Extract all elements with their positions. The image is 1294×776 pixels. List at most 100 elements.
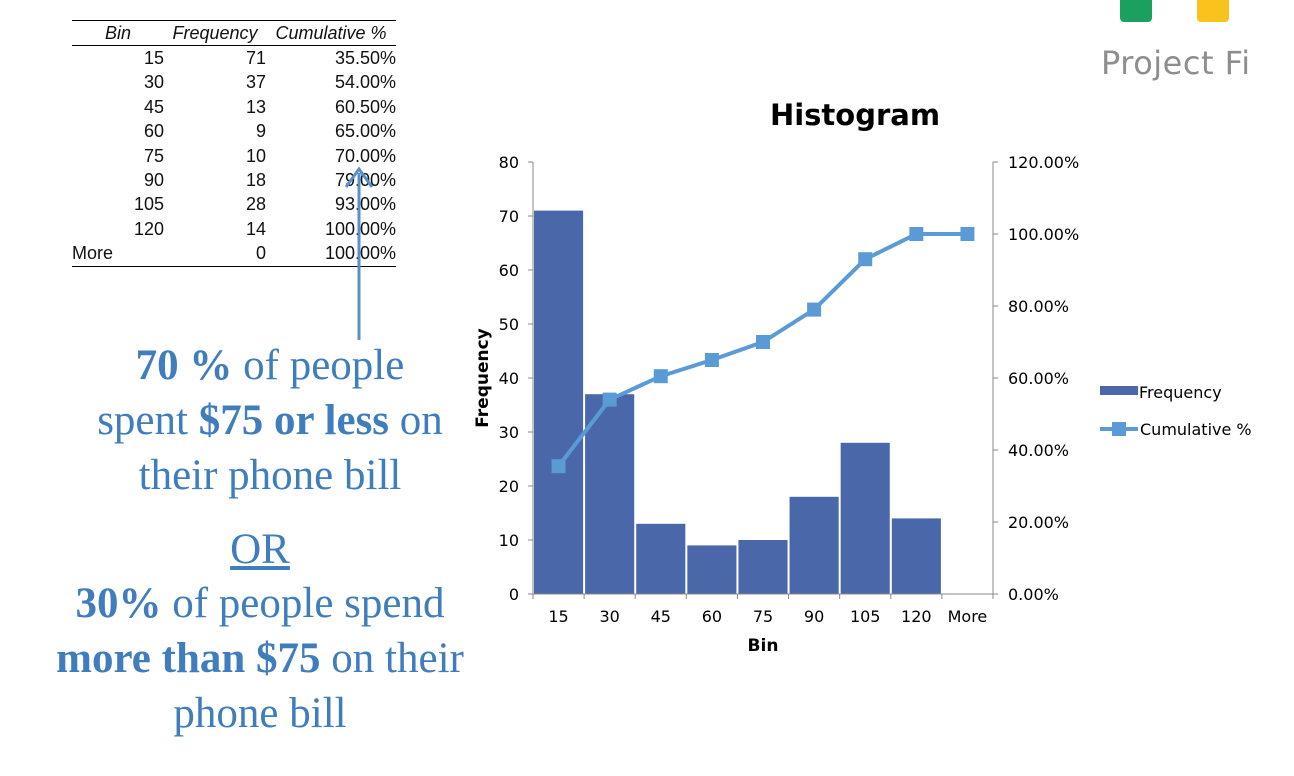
y2-tick-label: 120.00% [1008,153,1079,172]
cell-frequency: 0 [164,241,266,267]
legend-frequency-swatch [1100,386,1138,395]
cumulative-point-60 [704,353,719,367]
cell-frequency: 37 [245,72,266,93]
table-row: 45 13 60.50% [72,95,396,119]
cell-bin: 105 [133,194,164,215]
x-tick-label: 45 [651,607,671,626]
annotation-line: their phone bill [138,452,402,499]
cumulative-point-120 [909,227,924,241]
y-tick-label: 60 [499,261,519,280]
x-tick-label: 60 [702,607,722,626]
legend-frequency-label: Frequency [1139,383,1222,402]
annotation-line: 30% of people spend [30,576,490,631]
y-tick-label: 80 [499,153,519,172]
x-tick-label: More [948,607,988,626]
table-row: 105 28 93.00% [72,192,396,216]
cell-cumulative: 70.00% [334,145,396,166]
cumulative-point-90 [807,302,822,317]
frequency-table: Bin Frequency Cumulative % 15 71 35.50% 30… [72,20,396,267]
logo-yellow-square [1197,0,1229,22]
annotation-bold: $75 or less [198,397,390,444]
histogram-chart: Histogram 0 10 20 30 40 50 60 70 80 0.00% 20.00% 40.… [473,98,1252,656]
cell-bin: 30 [143,72,164,93]
y-tick-label: 20 [499,477,519,496]
bar-120 [891,518,941,594]
cell-bin: 45 [143,96,164,117]
cumulative-point-15 [551,459,566,474]
cell-frequency: 13 [245,96,266,117]
cumulative-point-30 [602,392,617,407]
annotation-text: on [389,397,443,444]
y-tick-label: 40 [499,369,519,388]
table-row: 60 9 65.00% [72,119,396,143]
logo-green-square [1120,0,1152,22]
x-tick-label: 105 [850,607,881,626]
cell-cumulative: 54.00% [334,72,396,93]
annotation-line: phone bill [173,690,347,737]
x-tick-label: 75 [753,607,773,626]
cell-cumulative: 60.50% [334,96,396,117]
x-tick-label: 120 [901,607,932,626]
annotation-bold: more than $75 [56,635,321,682]
cell-bin: 120 [133,218,164,239]
y-tick-label: 10 [499,531,519,550]
chart-title: Histogram [770,98,940,132]
annotation-or: OR [230,526,290,573]
legend-cumulative-marker [1112,422,1126,436]
bar-60 [687,545,737,594]
cell-bin: 75 [143,145,164,166]
arrow-up-icon [344,166,374,340]
y-tick-label: 70 [499,207,519,226]
y2-tick-label: 20.00% [1008,513,1069,532]
annotation-text: on their [320,635,464,682]
cell-bin: 60 [143,121,164,142]
cell-frequency: 18 [245,170,266,191]
project-fi-logo: Project Fi [1090,0,1290,90]
legend-cumulative-label: Cumulative % [1140,420,1252,439]
table-header-row: Bin Frequency Cumulative % [72,20,396,46]
y2-tick-label: 80.00% [1008,297,1069,316]
cumulative-point-More [960,227,975,241]
y2-tick-label: 60.00% [1008,369,1069,388]
cell-bin: 90 [143,170,164,191]
header-cumulative: Cumulative % [266,20,396,46]
annotation-text: of people spend [161,580,445,627]
bar-15 [534,210,584,594]
logo-text: Project Fi [1101,44,1251,82]
annotation-70-percent: 70 % of people spent $75 or less on thei… [40,338,500,503]
cumulative-point-105 [858,252,873,267]
annotation-bold: 70 % [135,342,233,389]
bar-75 [738,540,788,594]
y-tick-label: 0 [509,585,519,604]
table-row: More0100.00% [72,241,396,267]
cell-bin: 15 [143,48,164,68]
bar-45 [636,523,686,594]
annotation-line: spent $75 or less on [40,393,500,448]
annotation-line: more than $75 on their [30,631,490,686]
y2-tick-label: 0.00% [1008,585,1059,604]
y-tick-label: 50 [499,315,519,334]
cell-frequency: 14 [245,218,266,239]
table-row: 30 37 54.00% [72,70,396,94]
header-frequency: Frequency [164,20,266,46]
y-axis-label: Frequency [473,328,493,428]
y-tick-label: 30 [499,423,519,442]
cell-bin: More [72,241,164,267]
table-row: 75 10 70.00% [72,144,396,168]
x-tick-label: 30 [599,607,619,626]
y2-tick-label: 100.00% [1008,225,1079,244]
bar-105 [840,442,890,594]
cumulative-point-45 [653,369,668,384]
y2-tick-label: 40.00% [1008,441,1069,460]
x-tick-label: 90 [804,607,824,626]
cell-frequency: 10 [245,145,266,166]
bar-30 [585,394,635,594]
cell-cumulative: 35.50% [334,48,396,68]
header-bin: Bin [72,20,164,46]
annotation-text: spent [97,397,199,444]
annotation-30-percent: 30% of people spend more than $75 on the… [30,576,490,741]
cell-frequency: 71 [245,48,266,68]
cell-cumulative: 93.00% [334,194,396,215]
cell-frequency: 28 [245,194,266,215]
annotation-line: 70 % of people [40,338,500,393]
